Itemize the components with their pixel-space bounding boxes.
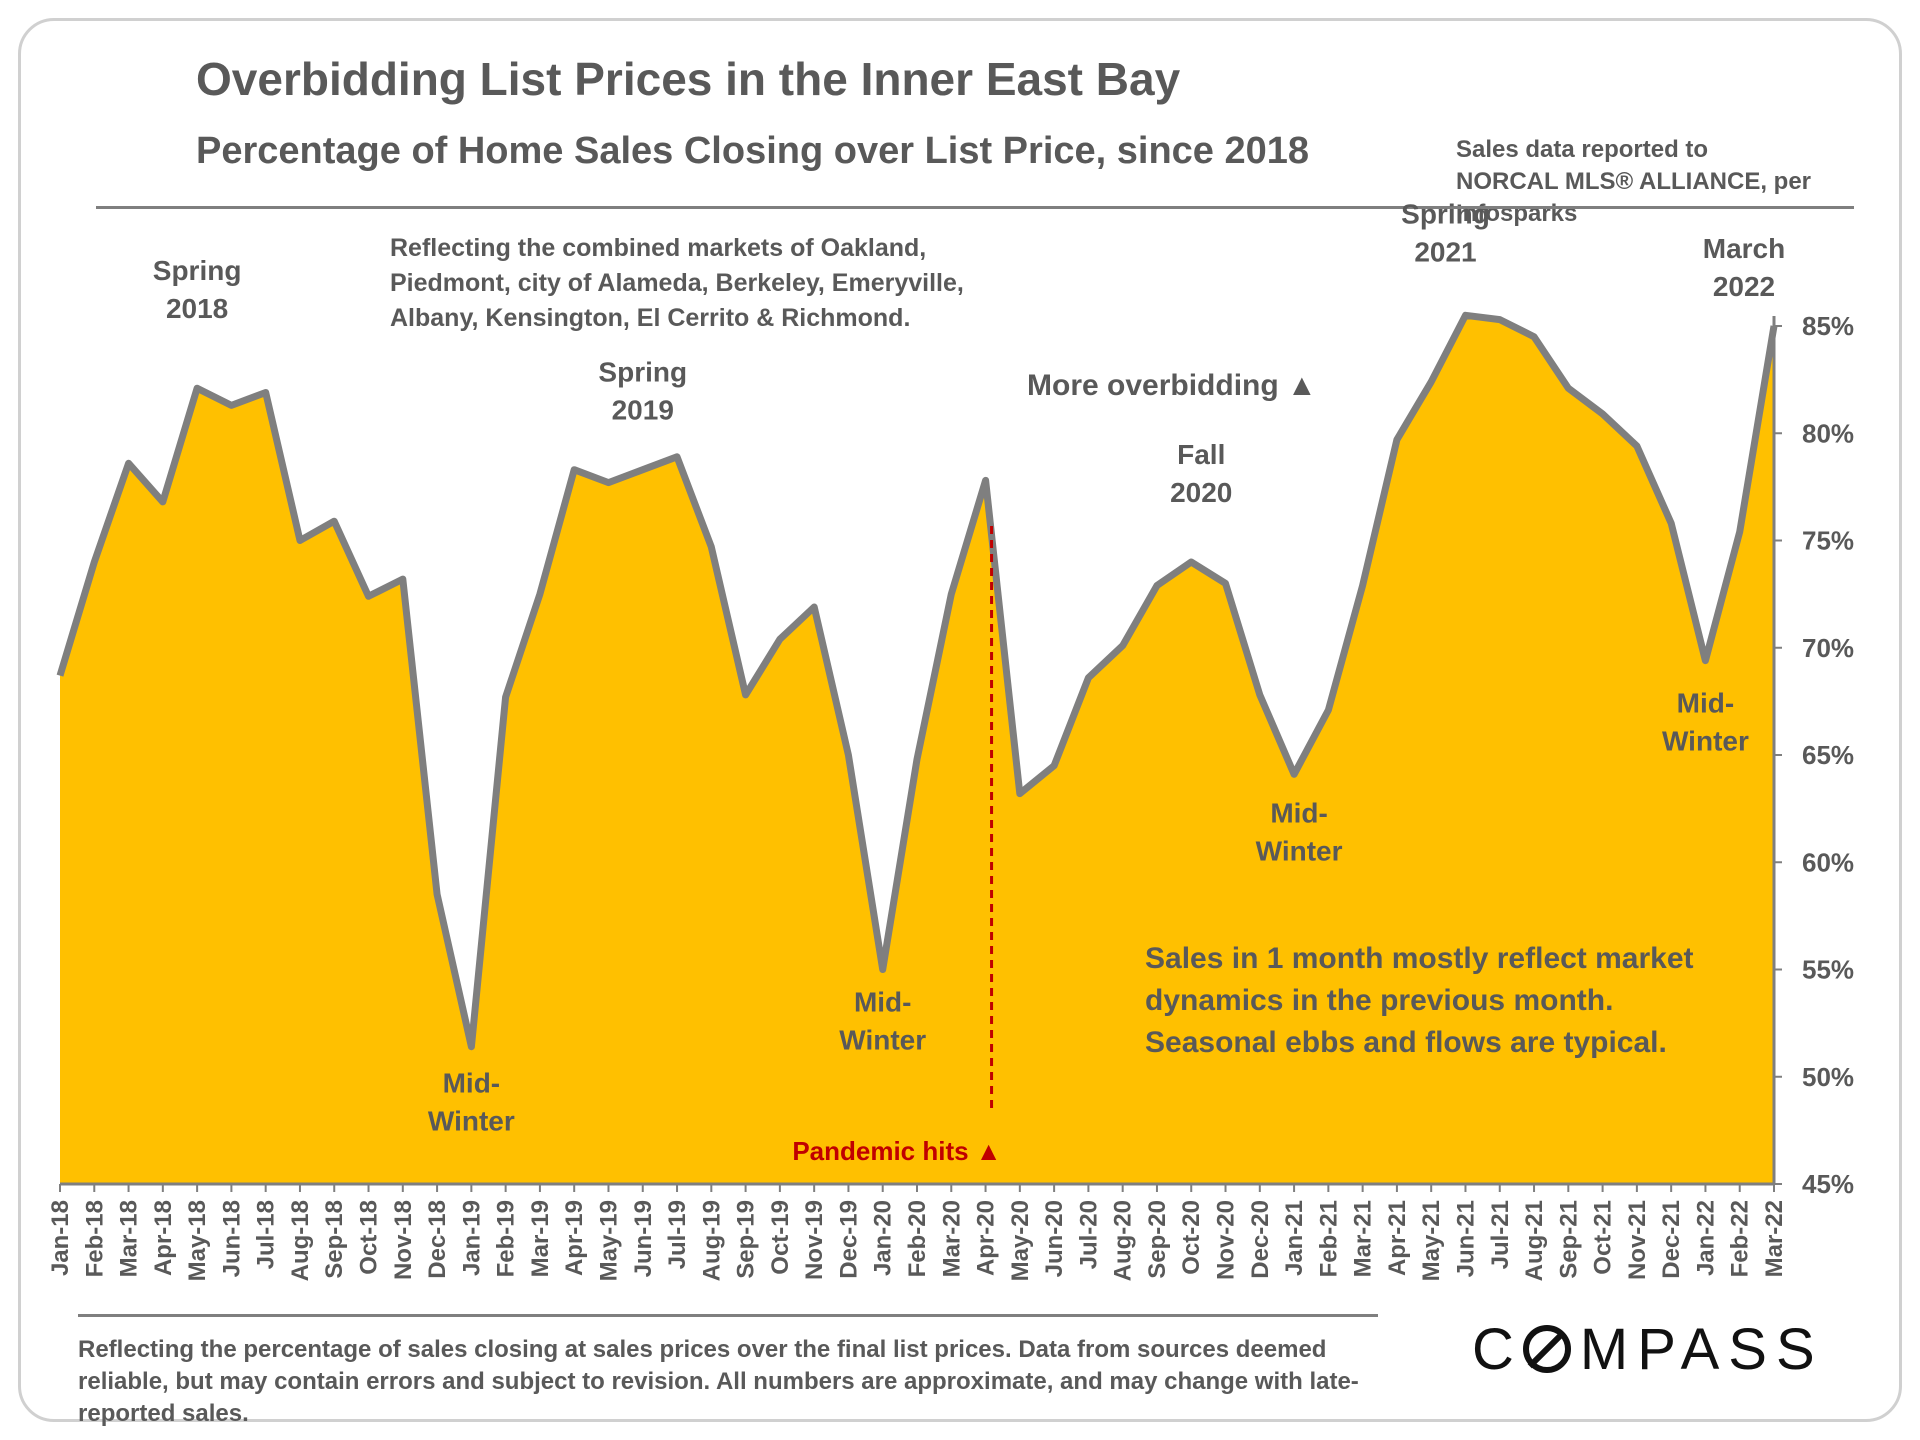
y-tick-label: 45% — [1802, 1169, 1854, 1199]
pandemic-label: Pandemic hits ▲ — [792, 1136, 1001, 1166]
x-tick-label: May-21 — [1418, 1200, 1445, 1281]
y-axis: 45% 50% 55% 60% 65% 70% 75% 80% 85% — [1772, 311, 1854, 1199]
x-tick-label: Aug-19 — [698, 1200, 725, 1281]
markets-note: Reflecting the combined markets of Oakla… — [390, 234, 964, 332]
x-tick-label: Feb-20 — [904, 1200, 931, 1277]
x-tick-label: Feb-21 — [1315, 1200, 1342, 1277]
x-tick-label: May-18 — [184, 1200, 211, 1281]
chart-subtitle: Percentage of Home Sales Closing over Li… — [196, 130, 1310, 172]
area-chart: Jan-18 Feb-18 Mar-18 Apr-18 May-18 Jun-18 Jul-… — [47, 198, 1854, 1281]
x-tick-label: Nov-19 — [801, 1200, 828, 1280]
dynamics-note: Sales in 1 month mostly reflect market dy… — [1145, 942, 1694, 1059]
annotation-label: Mid-Winter — [428, 1068, 515, 1137]
x-tick-label: Jun-20 — [1041, 1200, 1068, 1277]
chart-title: Overbidding List Prices in the Inner Eas… — [196, 53, 1181, 105]
x-tick-label: Aug-21 — [1521, 1200, 1548, 1281]
y-tick-label: 75% — [1802, 526, 1854, 556]
annotation-label: Spring 2018 — [153, 255, 242, 324]
x-tick-label: Sep-18 — [321, 1200, 348, 1279]
x-tick-label: Mar-18 — [116, 1200, 143, 1277]
compass-logo: C MPASS — [1472, 1317, 1824, 1382]
y-tick-label: 60% — [1802, 847, 1854, 877]
y-tick-label: 70% — [1802, 633, 1854, 663]
x-tick-label: Mar-20 — [938, 1200, 965, 1277]
x-tick-label: Apr-18 — [150, 1200, 177, 1276]
x-tick-label: Dec-20 — [1247, 1200, 1274, 1279]
x-tick-label: Jan-22 — [1692, 1200, 1719, 1276]
x-tick-label: Mar-19 — [527, 1200, 554, 1277]
logo-o-icon — [1522, 1325, 1571, 1373]
x-tick-label: Jul-18 — [253, 1200, 280, 1269]
x-tick-label: Feb-19 — [493, 1200, 520, 1277]
x-tick-label: Sep-19 — [733, 1200, 760, 1279]
x-tick-label: May-19 — [595, 1200, 622, 1281]
header-rule — [96, 206, 1854, 209]
annotation-label: Mid-Winter — [1256, 797, 1343, 866]
source-note: Sales data reported to NORCAL MLS® ALLIA… — [1456, 136, 1812, 227]
x-tick-label: Dec-18 — [424, 1200, 451, 1279]
x-tick-label: Mar-21 — [1350, 1200, 1377, 1277]
x-tick-label: Sep-20 — [1144, 1200, 1171, 1279]
y-tick-label: 80% — [1802, 418, 1854, 448]
annotation-label: Spring 2019 — [598, 357, 687, 426]
annotation-label: Mid-Winter — [839, 987, 926, 1056]
x-tick-label: Oct-21 — [1590, 1200, 1617, 1275]
chart-notes: Reflecting the combined markets of Oakla… — [390, 234, 1694, 1166]
series-line — [56, 311, 1778, 1051]
more-overbidding-label: More overbidding ▲ — [1027, 369, 1317, 402]
x-tick-label: Jul-21 — [1487, 1200, 1514, 1269]
footnote: Reflecting the percentage of sales closi… — [78, 1336, 1359, 1427]
x-tick-label: Jan-19 — [458, 1200, 485, 1276]
x-tick-label: Nov-21 — [1624, 1200, 1651, 1280]
annotation-label: Fall 2020 — [1170, 439, 1232, 508]
x-tick-label: Feb-22 — [1727, 1200, 1754, 1277]
footer-rule — [78, 1314, 1378, 1317]
annotation-label: Spring 2021 — [1401, 198, 1490, 267]
x-tick-label: Jan-20 — [870, 1200, 897, 1276]
y-tick-label: 85% — [1802, 311, 1854, 341]
x-axis: Jan-18 Feb-18 Mar-18 Apr-18 May-18 Jun-18 Jul-… — [47, 1182, 1788, 1281]
x-tick-label: Apr-20 — [973, 1200, 1000, 1276]
x-tick-label: Jun-18 — [218, 1200, 245, 1277]
x-tick-label: Jul-20 — [1075, 1200, 1102, 1269]
x-tick-label: Dec-19 — [835, 1200, 862, 1279]
x-tick-label: Nov-20 — [1213, 1200, 1240, 1280]
area-fill — [60, 315, 1774, 1184]
x-tick-label: Apr-19 — [561, 1200, 588, 1276]
x-tick-label: Oct-19 — [767, 1200, 794, 1275]
x-tick-label: Jul-19 — [664, 1200, 691, 1269]
x-tick-label: Feb-18 — [81, 1200, 108, 1277]
x-tick-label: May-20 — [1007, 1200, 1034, 1281]
x-tick-label: Jan-21 — [1281, 1200, 1308, 1276]
y-tick-label: 50% — [1802, 1062, 1854, 1092]
x-tick-label: Aug-20 — [1110, 1200, 1137, 1281]
x-tick-label: Dec-21 — [1658, 1200, 1685, 1279]
x-tick-label: Jan-18 — [47, 1200, 74, 1276]
x-tick-label: Oct-20 — [1178, 1200, 1205, 1275]
annotation-label: Mid-Winter — [1662, 688, 1749, 757]
annotations: Spring 2018 Spring 2019 Fall 2020 Spring 2021 Ma… — [153, 198, 1785, 1136]
y-tick-label: 55% — [1802, 955, 1854, 985]
x-tick-label: Mar-22 — [1761, 1200, 1788, 1277]
x-tick-label: Nov-18 — [390, 1200, 417, 1280]
x-tick-label: Jun-21 — [1452, 1200, 1479, 1277]
x-tick-label: Jun-19 — [630, 1200, 657, 1277]
annotation-label: March 2022 — [1703, 233, 1785, 302]
x-tick-label: Sep-21 — [1555, 1200, 1582, 1279]
x-tick-label: Aug-18 — [287, 1200, 314, 1281]
x-tick-label: Apr-21 — [1384, 1200, 1411, 1276]
y-tick-label: 65% — [1802, 740, 1854, 770]
x-tick-label: Oct-18 — [356, 1200, 383, 1275]
